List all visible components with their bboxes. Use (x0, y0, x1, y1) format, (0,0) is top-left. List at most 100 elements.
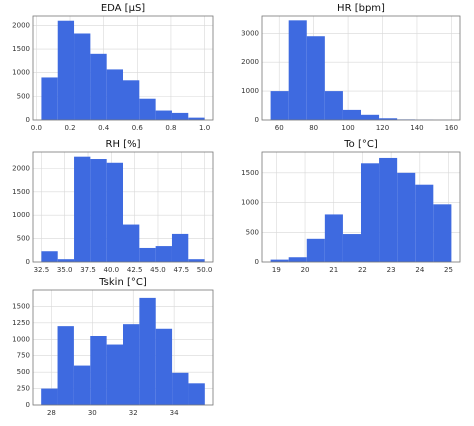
bar (57, 20, 75, 120)
y-tick-label: 2000 (12, 21, 30, 29)
bar (342, 234, 361, 262)
y-tick-label: 500 (246, 228, 259, 236)
y-tick-label: 2000 (241, 58, 259, 66)
x-tick-label: 19 (272, 266, 281, 274)
bar (306, 238, 325, 262)
x-tick-label: 100 (341, 124, 354, 132)
x-tick-label: 1.0 (199, 124, 210, 132)
x-tick-label: 160 (445, 124, 458, 132)
bar (379, 118, 398, 120)
x-tick-label: 25 (444, 266, 453, 274)
y-tick-label: 1500 (241, 169, 259, 177)
bar (171, 233, 189, 262)
bar (361, 163, 380, 262)
bar (90, 159, 107, 262)
x-tick-label: 0.6 (132, 124, 144, 132)
bar (123, 224, 140, 262)
plot-frame (32, 15, 214, 121)
bar (123, 324, 140, 405)
x-tick-label: 120 (376, 124, 389, 132)
y-tick-label: 500 (17, 92, 30, 100)
bar (41, 77, 58, 120)
y-tick-label: 1500 (12, 45, 30, 53)
x-tick-label: 80 (309, 124, 318, 132)
bar (188, 259, 205, 262)
bar (74, 33, 91, 121)
bar (415, 184, 434, 262)
x-tick-label: 32 (129, 409, 138, 417)
bar (155, 328, 173, 405)
x-tick-label: 40.0 (104, 266, 120, 274)
bar (139, 247, 156, 262)
bar (73, 365, 91, 405)
bar (90, 53, 107, 121)
x-tick-label: 20 (301, 266, 310, 274)
bar (74, 156, 91, 262)
x-tick-label: 0.8 (165, 124, 176, 132)
x-tick-label: 35.0 (57, 266, 73, 274)
bar (172, 372, 189, 405)
bar (106, 69, 123, 120)
y-tick-label: 500 (17, 368, 30, 376)
bar (397, 172, 416, 262)
x-tick-label: 34 (170, 409, 179, 417)
x-tick-label: 30 (88, 409, 97, 417)
y-tick-label: 250 (17, 385, 30, 393)
y-tick-label: 3000 (241, 29, 259, 37)
x-tick-label: 50.0 (197, 266, 213, 274)
bar (171, 112, 189, 120)
bar (41, 388, 58, 405)
plot-frame (32, 151, 214, 263)
x-tick-label: 0.0 (31, 124, 42, 132)
chart-title: HR [bpm] (337, 3, 385, 14)
y-tick-label: 2000 (12, 164, 30, 172)
y-tick-label: 0 (26, 116, 30, 124)
x-tick-label: 21 (329, 266, 338, 274)
chart-title: RH [%] (106, 139, 141, 150)
bar (288, 257, 307, 262)
bar (155, 110, 172, 120)
bar (155, 246, 172, 262)
x-tick-label: 140 (410, 124, 423, 132)
bar (106, 162, 123, 262)
chart-title: EDA [μS] (101, 3, 145, 14)
bar (270, 259, 289, 262)
bar (188, 117, 205, 120)
bar (41, 251, 58, 262)
y-tick-label: 500 (17, 235, 30, 243)
y-tick-label: 1000 (12, 211, 30, 219)
x-tick-label: 22 (358, 266, 367, 274)
plot-frame (261, 15, 461, 121)
x-tick-label: 0.4 (98, 124, 110, 132)
y-tick-label: 1500 (12, 188, 30, 196)
x-tick-label: 37.5 (80, 266, 96, 274)
bar (324, 214, 343, 262)
bar (342, 109, 361, 120)
y-tick-label: 0 (26, 258, 30, 266)
y-tick-label: 0 (255, 258, 259, 266)
x-tick-label: 32.5 (34, 266, 50, 274)
bar (188, 383, 205, 405)
y-tick-label: 1250 (12, 319, 30, 327)
bar (270, 91, 289, 120)
x-tick-label: 24 (415, 266, 424, 274)
y-tick-label: 1500 (12, 302, 30, 310)
x-tick-label: 45.0 (150, 266, 166, 274)
bar (306, 36, 325, 120)
bar (123, 80, 140, 120)
y-tick-label: 0 (255, 116, 259, 124)
bar (90, 336, 107, 405)
y-tick-label: 0 (26, 401, 30, 409)
bar (139, 297, 156, 405)
y-tick-label: 750 (17, 352, 30, 360)
chart-title: To [°C] (343, 139, 378, 150)
x-tick-label: 47.5 (173, 266, 189, 274)
plot-frame (261, 151, 461, 263)
x-tick-label: 28 (47, 409, 56, 417)
bar (288, 20, 307, 120)
x-tick-label: 23 (387, 266, 396, 274)
bar (57, 326, 74, 405)
y-tick-label: 1000 (241, 87, 259, 95)
y-tick-label: 1000 (12, 335, 30, 343)
